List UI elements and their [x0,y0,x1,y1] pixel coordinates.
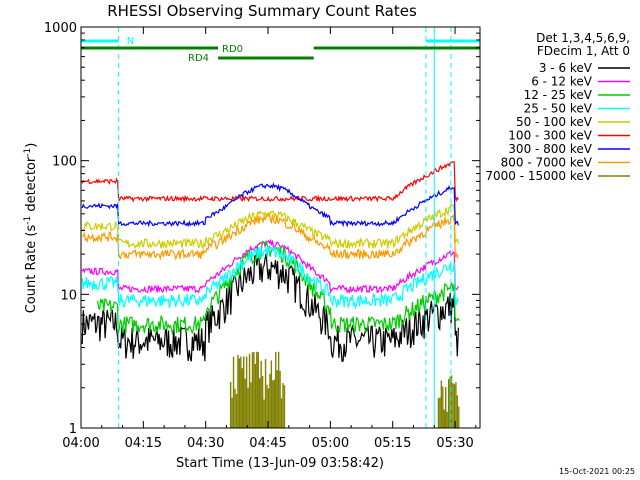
legend-entry-label: 100 - 300 keV [508,129,592,143]
series-group: N RD0 RD4 [81,27,480,428]
series-line [81,202,459,251]
series-line [81,253,459,362]
legend-entry-label: 300 - 800 keV [508,142,592,156]
chart-title: RHESSI Observing Summary Count Rates [107,2,417,20]
legend: Det 1,3,4,5,6,9, FDecim 1, Att 0 3 - 6 k… [485,31,630,183]
x-tick-label: 05:30 [436,436,473,451]
legend-header-line-2: FDecim 1, Att 0 [537,44,630,58]
series-line [81,213,459,262]
x-tick-label: 05:15 [374,436,411,451]
legend-entry-label: 800 - 7000 keV [501,156,593,170]
y-tick-label: 10 [60,288,77,303]
legend-header-line-1: Det 1,3,4,5,6,9, [536,31,630,45]
legend-entry-label: 7000 - 15000 keV [485,169,592,183]
y-tick-label: 1 [69,422,77,437]
series-line [81,245,459,310]
legend-entry-label: 3 - 6 keV [539,61,593,75]
x-tick-label: 04:45 [249,436,286,451]
x-axis: 04:00 04:15 04:30 04:45 05:00 05:15 05:30 [62,27,477,451]
y-tick-label: 1000 [44,21,77,36]
footer-date: 15-Oct-2021 00:25 [559,467,635,476]
rd4-label: RD4 [188,53,209,64]
x-tick-label: 04:30 [187,436,224,451]
x-tick-label: 05:00 [312,436,349,451]
night-label: N [127,36,134,47]
legend-entry-label: 6 - 12 keV [531,75,593,89]
legend-entry-label: 25 - 50 keV [524,102,593,116]
rd0-label: RD0 [222,44,243,55]
y-axis-label: Count Rate (s-1 detector-1) [23,143,39,314]
x-tick-label: 04:15 [125,436,162,451]
series-line [81,182,459,228]
series-line [81,238,459,295]
legend-entry-label: 12 - 25 keV [524,88,593,102]
y-tick-label: 100 [52,155,77,170]
x-tick-label: 04:00 [62,436,99,451]
plot-area: N RD0 RD4 [81,27,480,428]
series-line [81,161,459,204]
y-axis: 1 10 100 1000 [44,21,480,437]
plot-frame [80,26,481,429]
series-line [97,239,460,336]
x-axis-label: Start Time (13-Jun-09 03:58:42) [176,456,384,471]
legend-entry-label: 50 - 100 keV [516,115,593,129]
